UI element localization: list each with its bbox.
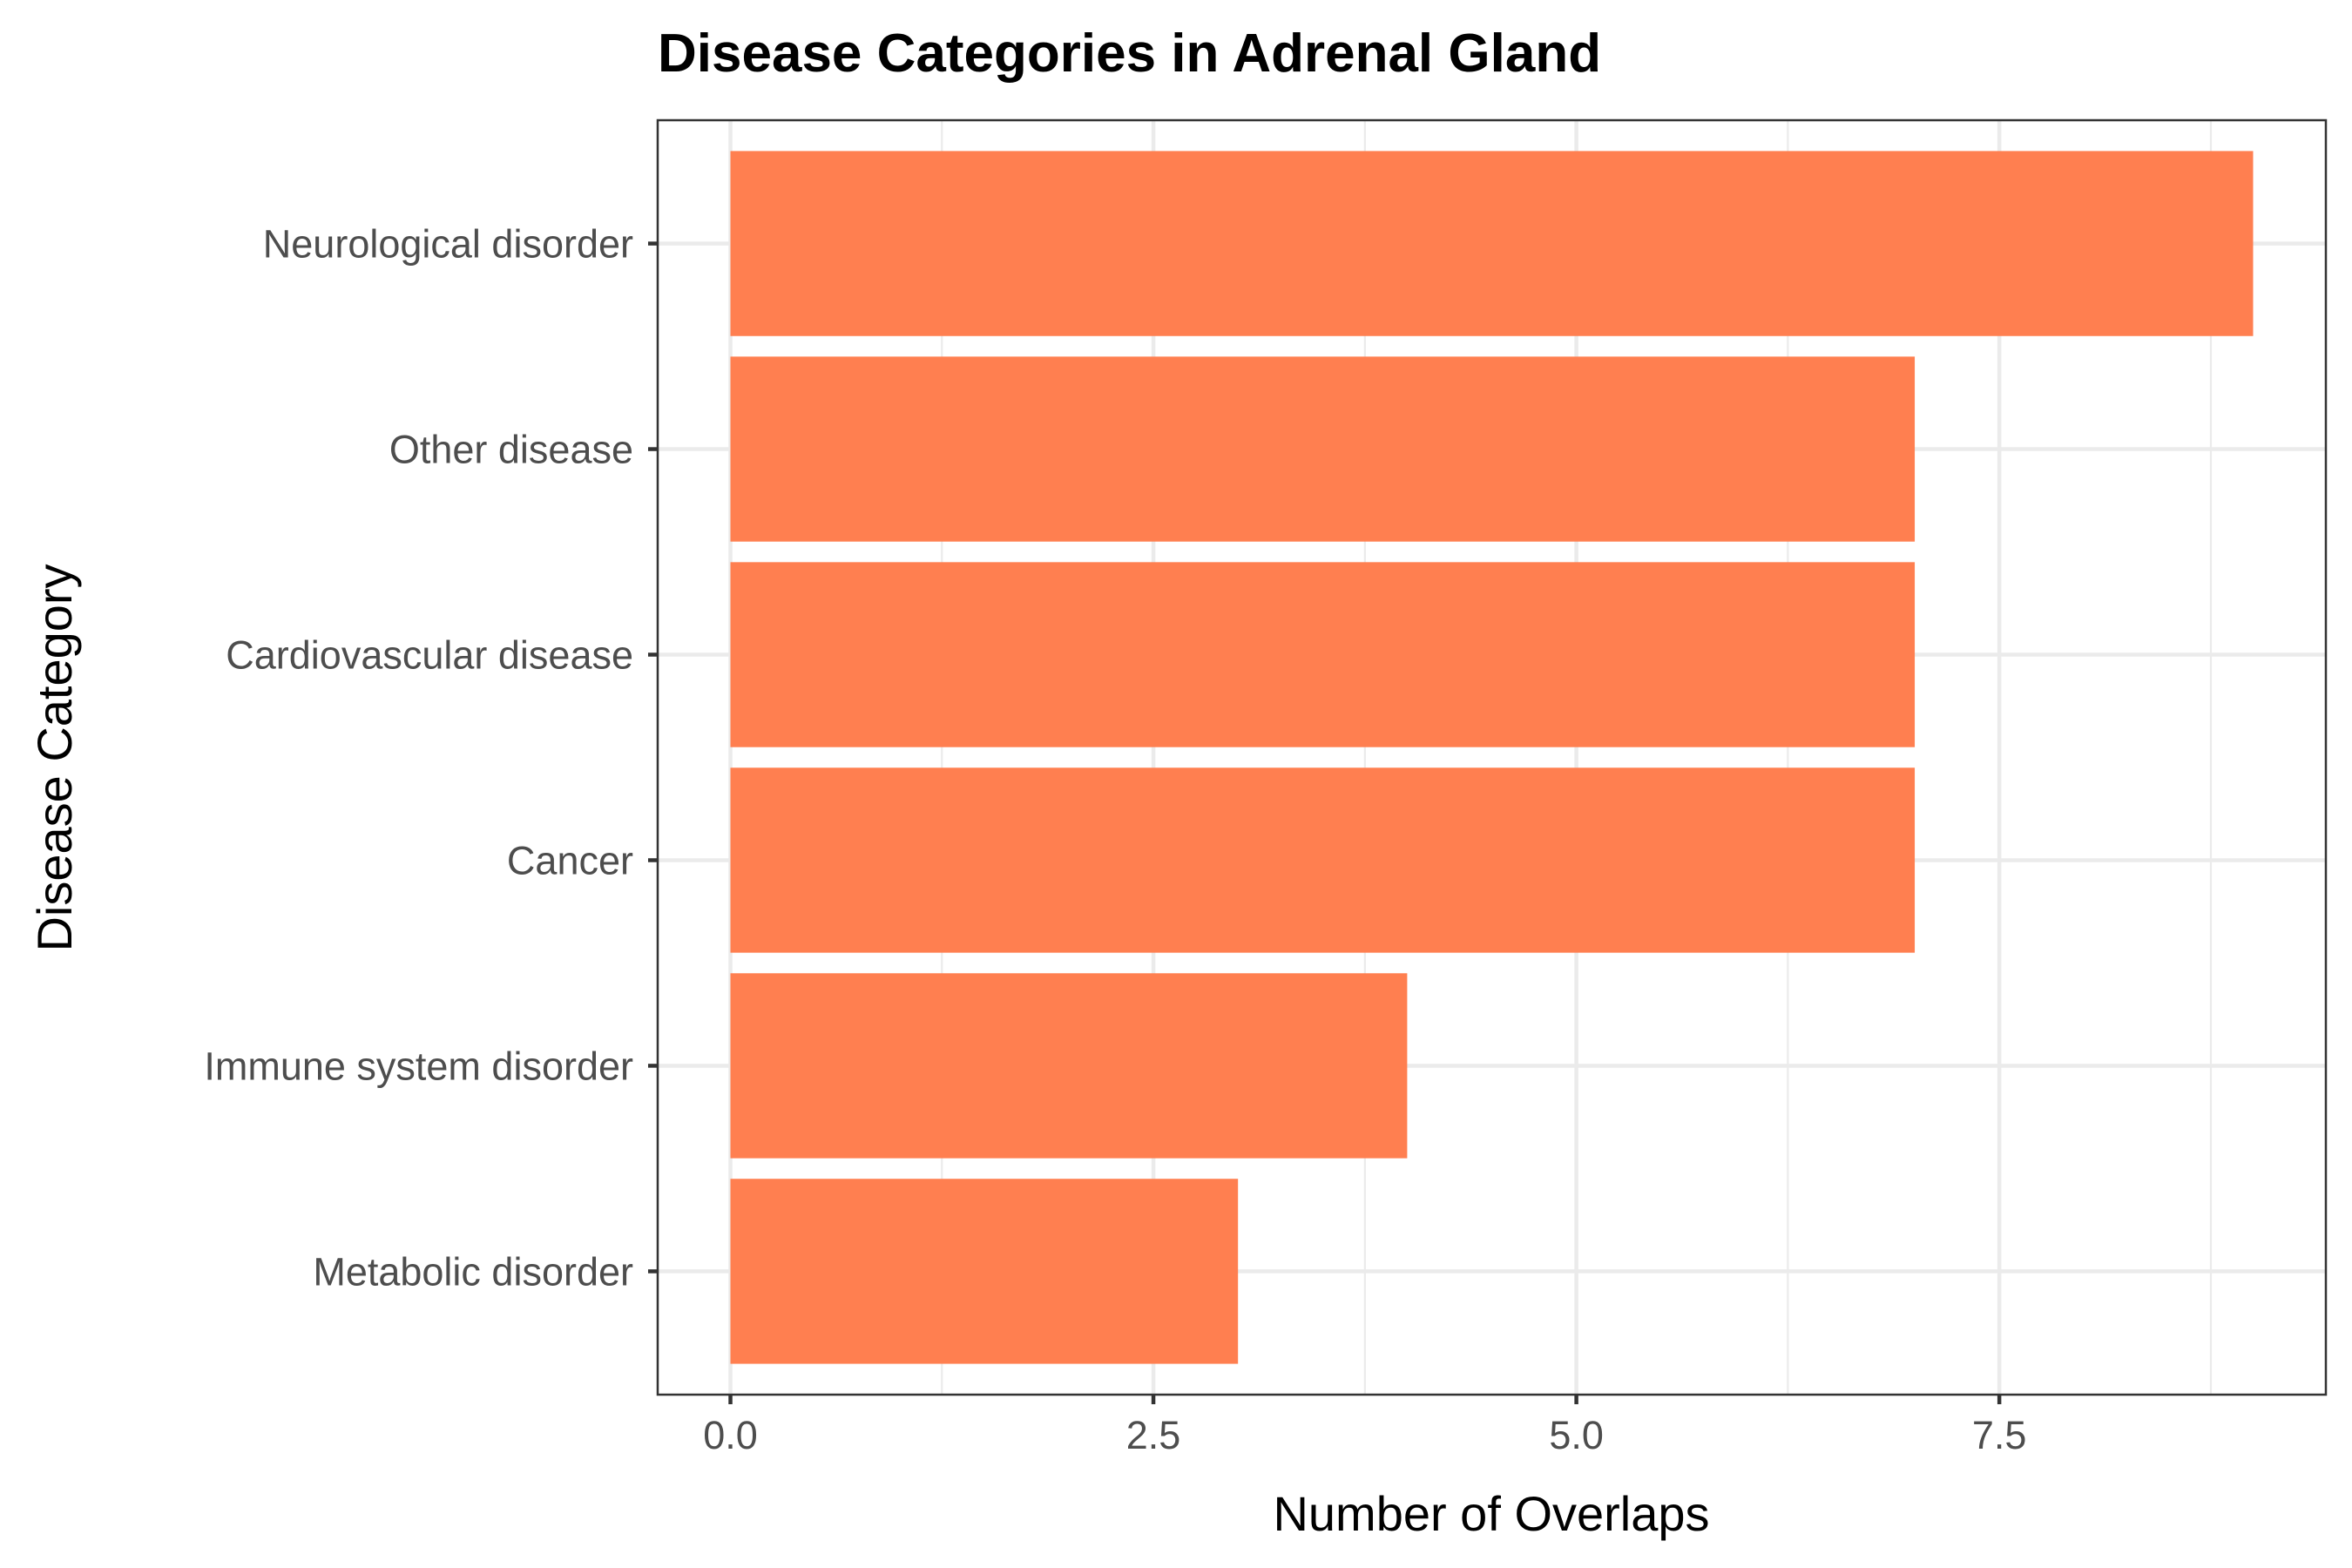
x-axis: 0.0 2.5 5.0 7.5	[703, 1395, 2026, 1457]
y-tick-label-4: Immune system disorder	[204, 1044, 633, 1088]
x-tick-label-3: 7.5	[1972, 1413, 2027, 1457]
x-tick-label-2: 5.0	[1549, 1413, 1604, 1457]
x-tick-label-1: 2.5	[1126, 1413, 1181, 1457]
y-tick-label-5: Metabolic disorder	[313, 1249, 633, 1294]
chart-title: Disease Categories in Adrenal Gland	[658, 24, 1601, 84]
bar-1	[730, 356, 1916, 542]
bar-5	[730, 1179, 1239, 1364]
panel-border	[656, 118, 2328, 1396]
y-tick-label-3: Cancer	[507, 838, 633, 882]
y-tick-label-2: Cardiovascular disease	[226, 633, 633, 678]
bar-4	[730, 973, 1408, 1159]
bars	[730, 151, 2254, 1364]
y-tick-label-0: Neurological disorder	[263, 222, 633, 267]
y-axis: Neurological disorder Other disease Cardio…	[204, 222, 658, 1294]
x-tick-label-0: 0.0	[703, 1413, 758, 1457]
plot-panel	[656, 118, 2328, 1396]
bar-3	[730, 767, 1916, 953]
x-axis-title: Number of Overlaps	[1273, 1486, 1709, 1541]
y-tick-label-1: Other disease	[389, 428, 633, 472]
y-axis-title: Disease Category	[27, 564, 82, 951]
bar-0	[730, 151, 2254, 336]
bar-2	[730, 562, 1916, 747]
